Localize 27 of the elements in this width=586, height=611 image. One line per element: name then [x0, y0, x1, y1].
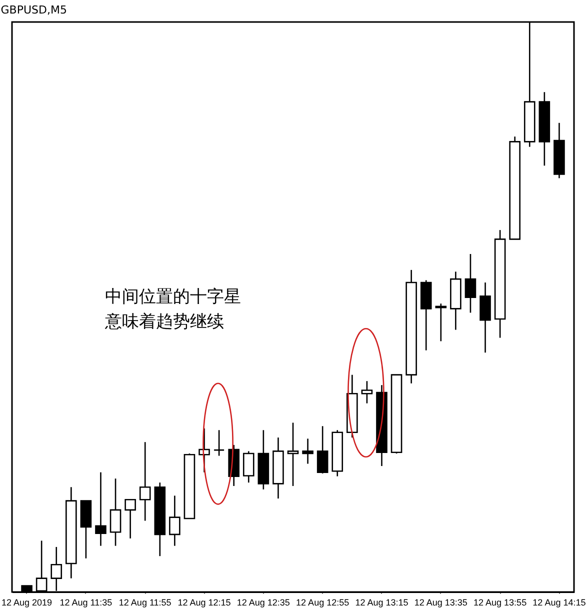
- candlestick: [124, 499, 136, 540]
- x-tick-label: 12 Aug 2019: [2, 598, 52, 608]
- annotation: 意味着趋势继续: [105, 311, 225, 334]
- x-tick-label: 12 Aug 12:35: [236, 598, 290, 608]
- candlestick: [316, 425, 328, 474]
- candlestick: [110, 478, 122, 546]
- x-tick-label: 12 Aug 11:55: [118, 598, 172, 608]
- x-tick-label: 12 Aug 13:15: [355, 598, 408, 608]
- candlestick: [464, 253, 476, 314]
- candlestick: [213, 429, 225, 456]
- x-tick-label: 12 Aug 12:55: [296, 598, 350, 608]
- annotation: 中间位置的十字星: [105, 286, 241, 309]
- candlestick: [198, 428, 210, 473]
- candlestick: [169, 495, 180, 546]
- x-tick-label: 12 Aug 14:15: [532, 598, 586, 608]
- x-tick-label: 12 Aug 13:35: [414, 598, 468, 608]
- candlestick: [361, 380, 373, 404]
- candlestick: [95, 472, 106, 546]
- chart-title: GBPUSD,M5: [0, 3, 67, 16]
- candlestick: [302, 438, 314, 464]
- candlestick: [139, 441, 151, 522]
- x-tick-label: 12 Aug 12:15: [178, 598, 231, 608]
- x-tick-label: 12 Aug 13:55: [474, 598, 527, 608]
- x-tick-label: 12 Aug 11:35: [60, 598, 112, 608]
- candlestick: [242, 450, 254, 484]
- candlestick: [287, 422, 299, 487]
- candlestick: [480, 282, 491, 354]
